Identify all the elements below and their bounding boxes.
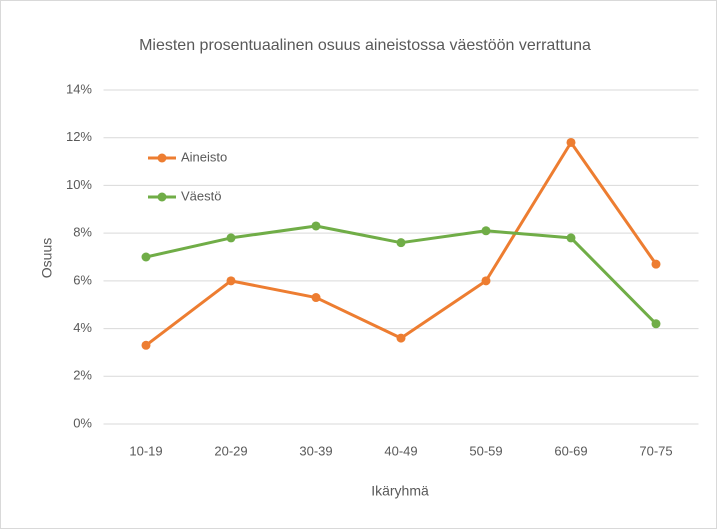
x-tick-label: 70-75 <box>639 443 672 458</box>
x-tick-label: 60-69 <box>554 443 587 458</box>
y-tick-label: 8% <box>73 225 92 240</box>
y-tick-label: 2% <box>73 368 92 383</box>
legend-marker <box>157 192 167 202</box>
data-point <box>311 221 321 231</box>
y-tick-label: 10% <box>66 177 92 192</box>
legend-label: Aineisto <box>181 149 227 164</box>
data-point <box>566 233 576 243</box>
y-tick-label: 12% <box>66 129 92 144</box>
x-tick-label: 50-59 <box>469 443 502 458</box>
data-point <box>396 333 406 343</box>
data-point <box>141 340 151 350</box>
data-point <box>481 226 491 236</box>
data-point <box>141 252 151 262</box>
data-point <box>311 293 321 303</box>
y-tick-label: 6% <box>73 272 92 287</box>
data-point <box>226 233 236 243</box>
data-point <box>651 319 661 329</box>
x-tick-label: 40-49 <box>384 443 417 458</box>
data-point <box>566 137 576 147</box>
legend-marker <box>157 153 167 163</box>
data-point <box>651 259 661 269</box>
data-point <box>226 276 236 286</box>
y-axis-label: Osuus <box>39 238 55 278</box>
chart-title: Miesten prosentuaalinen osuus aineistoss… <box>139 37 591 54</box>
y-tick-label: 4% <box>73 320 92 335</box>
x-tick-label: 30-39 <box>299 443 332 458</box>
legend-label: Väestö <box>181 188 221 203</box>
y-tick-label: 0% <box>73 415 92 430</box>
data-point <box>396 238 406 248</box>
data-point <box>481 276 491 286</box>
y-tick-label: 14% <box>66 81 92 96</box>
x-tick-label: 20-29 <box>214 443 247 458</box>
x-tick-label: 10-19 <box>129 443 162 458</box>
x-axis-label: Ikäryhmä <box>371 483 429 499</box>
